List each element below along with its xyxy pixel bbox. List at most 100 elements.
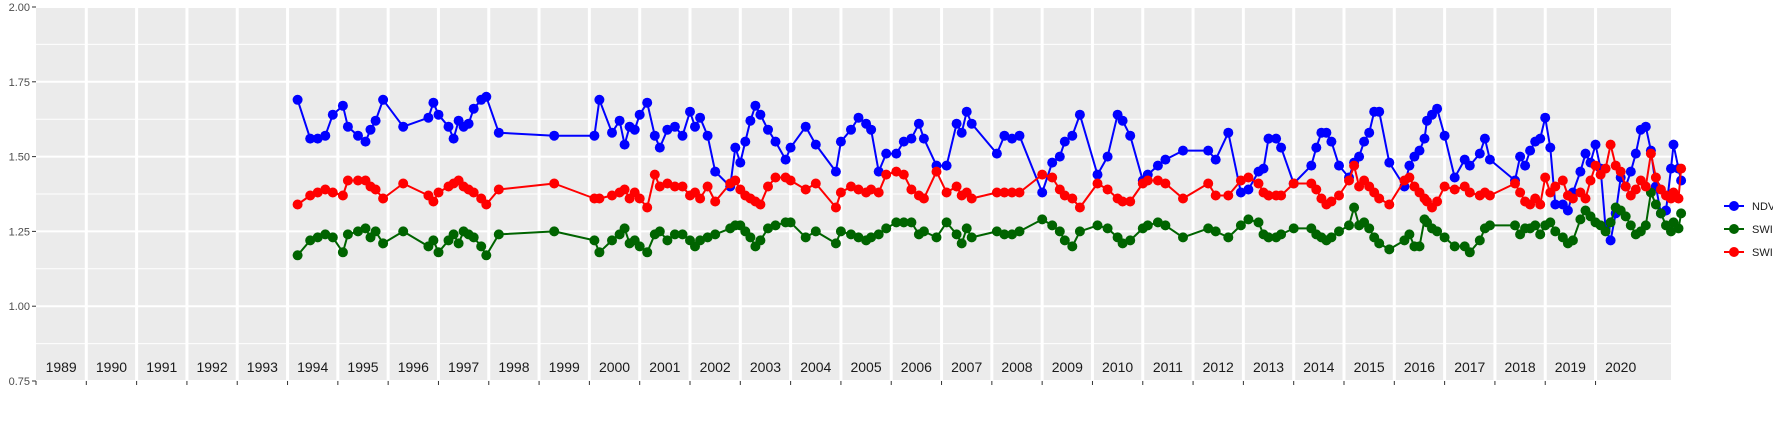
data-point-swir2 (1014, 226, 1025, 237)
data-point-ndvi (1334, 160, 1344, 171)
data-point-swir1 (1334, 190, 1344, 201)
data-point-swir1 (966, 193, 977, 204)
data-point-swir1 (1676, 163, 1687, 174)
y-tick-label: 1.50 (9, 152, 30, 164)
year-label: 1993 (247, 359, 278, 375)
data-point-swir2 (1474, 235, 1485, 246)
year-label: 2006 (901, 359, 932, 375)
data-point-ndvi (292, 94, 303, 105)
data-point-swir1 (1243, 172, 1254, 183)
data-point-swir2 (745, 232, 756, 243)
data-point-swir1 (662, 178, 673, 189)
data-point-ndvi (1414, 145, 1425, 156)
data-point-swir2 (1037, 214, 1048, 225)
data-point-ndvi (634, 109, 645, 120)
data-point-ndvi (956, 127, 967, 138)
data-point-ndvi (770, 136, 781, 147)
data-point-swir2 (1243, 214, 1254, 225)
data-point-ndvi (1263, 133, 1274, 144)
data-point-swir2 (1600, 226, 1611, 237)
data-point-swir2 (1655, 208, 1666, 219)
data-point-ndvi (1258, 163, 1269, 174)
data-point-swir2 (320, 229, 331, 240)
data-point-ndvi (702, 130, 713, 141)
data-point-swir1 (1585, 175, 1596, 186)
data-point-ndvi (1152, 160, 1163, 171)
data-point-swir1 (428, 196, 439, 207)
data-point-swir1 (1673, 193, 1684, 204)
data-point-swir1 (1557, 175, 1568, 186)
data-point-swir1 (1047, 172, 1058, 183)
data-point-ndvi (800, 121, 811, 132)
data-point-ndvi (463, 118, 474, 129)
data-point-ndvi (1540, 112, 1551, 123)
data-point-ndvi (710, 166, 721, 177)
data-point-swir1 (669, 181, 680, 192)
data-point-swir2 (1326, 232, 1337, 243)
data-point-swir2 (853, 232, 864, 243)
data-point-ndvi (1464, 160, 1475, 171)
data-point-swir1 (931, 166, 942, 177)
data-point-swir2 (305, 235, 316, 246)
data-point-swir2 (292, 250, 303, 261)
data-point-swir1 (1344, 175, 1354, 186)
data-point-ndvi (1014, 130, 1025, 141)
data-point-swir1 (468, 187, 479, 198)
data-point-swir1 (702, 181, 713, 192)
year-label: 2014 (1303, 359, 1334, 375)
data-point-ndvi (999, 130, 1010, 141)
data-point-swir2 (1223, 232, 1234, 243)
data-point-swir2 (906, 217, 917, 228)
data-point-ndvi (898, 136, 909, 147)
data-point-swir2 (378, 238, 389, 249)
year-label: 2015 (1354, 359, 1385, 375)
data-point-swir1 (594, 193, 605, 204)
data-point-ndvi (780, 154, 791, 165)
data-point-ndvi (1474, 148, 1485, 159)
data-point-swir1 (1117, 196, 1128, 207)
data-point-swir1 (1464, 187, 1475, 198)
data-point-swir1 (1223, 190, 1234, 201)
data-point-swir1 (846, 181, 856, 192)
legend-key-point-swir1 (1729, 247, 1739, 257)
data-point-ndvi (785, 142, 796, 153)
data-point-ndvi (881, 148, 892, 159)
data-point-ndvi (1364, 127, 1375, 138)
data-point-ndvi (1605, 235, 1616, 246)
data-point-swir1 (1605, 139, 1616, 150)
series-swir2 (292, 187, 1687, 261)
data-point-swir1 (1580, 193, 1591, 204)
data-point-swir1 (1092, 178, 1103, 189)
data-point-ndvi (1640, 121, 1651, 132)
data-point-swir2 (677, 229, 688, 240)
data-point-swir1 (292, 199, 303, 210)
data-point-ndvi (1550, 199, 1561, 210)
data-point-ndvi (1047, 157, 1058, 168)
legend-key-point-ndvi (1729, 201, 1739, 211)
data-point-swir2 (476, 241, 487, 252)
data-point-ndvi (353, 130, 363, 141)
data-point-swir2 (1535, 229, 1546, 240)
data-point-ndvi (1074, 109, 1085, 120)
data-point-ndvi (320, 130, 331, 141)
year-label: 1998 (498, 359, 529, 375)
data-point-ndvi (1668, 139, 1679, 150)
data-point-swir2 (607, 235, 617, 246)
data-point-swir2 (634, 241, 645, 252)
data-point-swir2 (1650, 199, 1661, 210)
data-point-swir1 (1142, 175, 1153, 186)
data-point-swir2 (1047, 220, 1058, 231)
year-label: 1996 (398, 359, 429, 375)
data-point-swir2 (1625, 220, 1636, 231)
data-point-swir1 (1449, 184, 1460, 195)
data-point-swir2 (898, 217, 909, 228)
data-point-swir1 (941, 187, 952, 198)
data-point-swir2 (1142, 220, 1153, 231)
data-point-ndvi (1354, 151, 1365, 162)
data-point-ndvi (649, 130, 660, 141)
data-point-ndvi (1625, 166, 1636, 177)
data-point-swir2 (481, 250, 492, 261)
data-point-swir1 (1550, 181, 1561, 192)
